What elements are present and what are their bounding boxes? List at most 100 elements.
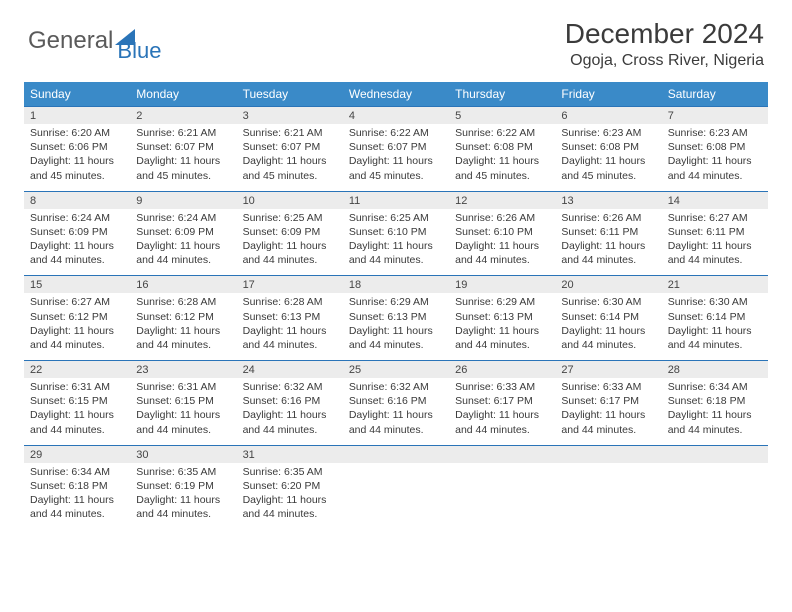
day-number-cell (343, 445, 449, 463)
sunrise-text: Sunrise: 6:35 AM (136, 466, 216, 478)
day-cell: Sunrise: 6:31 AMSunset: 6:15 PMDaylight:… (24, 378, 130, 445)
daylight-text: Daylight: 11 hours and 44 minutes. (136, 409, 220, 435)
sunrise-text: Sunrise: 6:23 AM (668, 127, 748, 139)
day-cell: Sunrise: 6:25 AMSunset: 6:09 PMDaylight:… (237, 209, 343, 276)
sunrise-text: Sunrise: 6:31 AM (30, 381, 110, 393)
sunrise-text: Sunrise: 6:21 AM (136, 127, 216, 139)
daylight-text: Daylight: 11 hours and 44 minutes. (561, 240, 645, 266)
sunset-text: Sunset: 6:10 PM (349, 226, 427, 238)
day-number-cell: 4 (343, 107, 449, 125)
day-cell: Sunrise: 6:23 AMSunset: 6:08 PMDaylight:… (555, 124, 661, 191)
day-number-cell: 18 (343, 276, 449, 294)
sunrise-text: Sunrise: 6:33 AM (561, 381, 641, 393)
sunrise-text: Sunrise: 6:29 AM (349, 296, 429, 308)
day-number-cell: 2 (130, 107, 236, 125)
dow-header-cell: Sunday (24, 82, 130, 107)
sunrise-text: Sunrise: 6:21 AM (243, 127, 323, 139)
day-cell: Sunrise: 6:24 AMSunset: 6:09 PMDaylight:… (130, 209, 236, 276)
day-number-cell: 30 (130, 445, 236, 463)
day-cell: Sunrise: 6:28 AMSunset: 6:13 PMDaylight:… (237, 293, 343, 360)
dow-header-cell: Wednesday (343, 82, 449, 107)
daylight-text: Daylight: 11 hours and 44 minutes. (668, 240, 752, 266)
sunrise-text: Sunrise: 6:24 AM (30, 212, 110, 224)
daylight-text: Daylight: 11 hours and 44 minutes. (349, 325, 433, 351)
sunrise-text: Sunrise: 6:30 AM (668, 296, 748, 308)
sunrise-text: Sunrise: 6:29 AM (455, 296, 535, 308)
day-number-cell: 3 (237, 107, 343, 125)
sunrise-text: Sunrise: 6:25 AM (243, 212, 323, 224)
daylight-text: Daylight: 11 hours and 44 minutes. (136, 240, 220, 266)
day-cell (449, 463, 555, 530)
day-number-cell: 28 (662, 361, 768, 379)
sunset-text: Sunset: 6:18 PM (668, 395, 746, 407)
day-cell: Sunrise: 6:27 AMSunset: 6:12 PMDaylight:… (24, 293, 130, 360)
sunset-text: Sunset: 6:08 PM (455, 141, 533, 153)
day-number-row: 1234567 (24, 107, 768, 125)
daylight-text: Daylight: 11 hours and 44 minutes. (30, 240, 114, 266)
day-cell: Sunrise: 6:31 AMSunset: 6:15 PMDaylight:… (130, 378, 236, 445)
day-number-cell: 10 (237, 191, 343, 209)
day-cell: Sunrise: 6:29 AMSunset: 6:13 PMDaylight:… (343, 293, 449, 360)
sunrise-text: Sunrise: 6:27 AM (668, 212, 748, 224)
sunrise-text: Sunrise: 6:35 AM (243, 466, 323, 478)
day-number-cell: 8 (24, 191, 130, 209)
daylight-text: Daylight: 11 hours and 45 minutes. (455, 155, 539, 181)
sunset-text: Sunset: 6:12 PM (136, 311, 214, 323)
sunrise-text: Sunrise: 6:20 AM (30, 127, 110, 139)
day-cell: Sunrise: 6:21 AMSunset: 6:07 PMDaylight:… (130, 124, 236, 191)
day-number-cell: 26 (449, 361, 555, 379)
sunrise-text: Sunrise: 6:30 AM (561, 296, 641, 308)
sunrise-text: Sunrise: 6:26 AM (455, 212, 535, 224)
brand-part1: General (28, 27, 113, 55)
day-number-cell: 19 (449, 276, 555, 294)
day-number-row: 15161718192021 (24, 276, 768, 294)
sunrise-text: Sunrise: 6:27 AM (30, 296, 110, 308)
day-number-cell: 5 (449, 107, 555, 125)
daylight-text: Daylight: 11 hours and 44 minutes. (455, 325, 539, 351)
sunset-text: Sunset: 6:07 PM (349, 141, 427, 153)
day-cell: Sunrise: 6:29 AM Sunset: 6:13 PM Daylight:… (449, 293, 555, 360)
day-number-cell: 12 (449, 191, 555, 209)
sunset-text: Sunset: 6:13 PM (455, 311, 533, 323)
day-cell: Sunrise: 6:32 AMSunset: 6:16 PMDaylight:… (343, 378, 449, 445)
day-number-row: 22232425262728 (24, 361, 768, 379)
day-number-cell: 23 (130, 361, 236, 379)
day-cell: Sunrise: 6:22 AMSunset: 6:07 PMDaylight:… (343, 124, 449, 191)
daylight-text: Daylight: 11 hours and 45 minutes. (561, 155, 645, 181)
day-cell: Sunrise: 6:34 AMSunset: 6:18 PMDaylight:… (24, 463, 130, 530)
day-cell: Sunrise: 6:32 AMSunset: 6:16 PMDaylight:… (237, 378, 343, 445)
sunset-text: Sunset: 6:07 PM (136, 141, 214, 153)
dow-header-row: SundayMondayTuesdayWednesdayThursdayFrid… (24, 82, 768, 107)
sunset-text: Sunset: 6:08 PM (561, 141, 639, 153)
sunrise-text: Sunrise: 6:32 AM (349, 381, 429, 393)
sunset-text: Sunset: 6:19 PM (136, 480, 214, 492)
day-cell: Sunrise: 6:22 AM Sunset: 6:08 PM Daylight:… (449, 124, 555, 191)
sunset-text: Sunset: 6:12 PM (30, 311, 108, 323)
sunrise-text: Sunrise: 6:22 AM (455, 127, 535, 139)
day-number-cell: 15 (24, 276, 130, 294)
daylight-text: Daylight: 11 hours and 44 minutes. (136, 494, 220, 520)
day-body-row: Sunrise: 6:24 AMSunset: 6:09 PMDaylight:… (24, 209, 768, 276)
sunset-text: Sunset: 6:15 PM (30, 395, 108, 407)
day-cell (555, 463, 661, 530)
day-number-cell: 11 (343, 191, 449, 209)
dow-header-cell: Friday (555, 82, 661, 107)
day-cell: Sunrise: 6:35 AMSunset: 6:20 PMDaylight:… (237, 463, 343, 530)
sunset-text: Sunset: 6:17 PM (561, 395, 639, 407)
day-number-cell: 27 (555, 361, 661, 379)
day-number-cell: 22 (24, 361, 130, 379)
day-number-cell: 14 (662, 191, 768, 209)
day-cell: Sunrise: 6:27 AMSunset: 6:11 PMDaylight:… (662, 209, 768, 276)
sunset-text: Sunset: 6:17 PM (455, 395, 533, 407)
month-title: December 2024 (565, 18, 764, 50)
sunrise-text: Sunrise: 6:28 AM (136, 296, 216, 308)
dow-header-cell: Thursday (449, 82, 555, 107)
day-number-cell: 13 (555, 191, 661, 209)
day-cell (662, 463, 768, 530)
brand-part2: Blue (117, 38, 161, 64)
page-header: General Blue December 2024 Ogoja, Cross … (0, 0, 792, 76)
daylight-text: Daylight: 11 hours and 44 minutes. (455, 409, 539, 435)
daylight-text: Daylight: 11 hours and 44 minutes. (243, 409, 327, 435)
sunset-text: Sunset: 6:15 PM (136, 395, 214, 407)
dow-header-cell: Monday (130, 82, 236, 107)
